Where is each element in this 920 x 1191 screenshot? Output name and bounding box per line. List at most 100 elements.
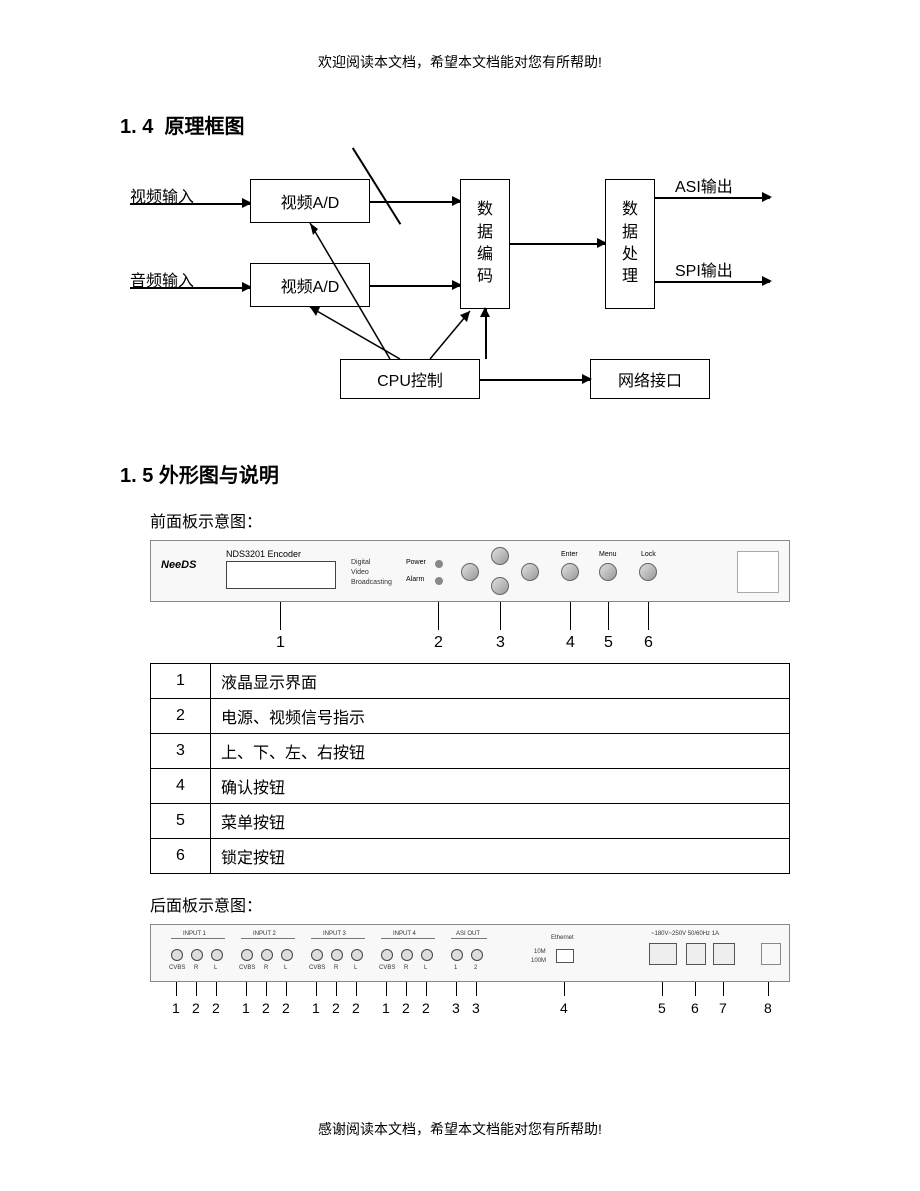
arrow-cpu-enc <box>480 307 490 317</box>
cell: 4 <box>151 769 211 804</box>
grp1 <box>171 938 225 939</box>
asi2: 2 <box>474 965 477 971</box>
box-net: 网络接口 <box>590 359 710 399</box>
section-1-5-title: 1. 5 外形图与说明 <box>120 459 820 488</box>
page-footer: 感谢阅读本文档，希望本文档能对您有所帮助! <box>0 1119 920 1139</box>
fuse <box>686 943 706 965</box>
box-ad1: 视频A/D <box>250 179 370 223</box>
bnc-asi2 <box>471 949 483 961</box>
fp-badge <box>737 551 779 593</box>
sec1-num: 1. 4 <box>120 116 153 138</box>
fp-model: NDS3201 Encoder <box>226 549 301 559</box>
fp-logo: NeeDS <box>161 559 196 571</box>
box-cpu: CPU控制 <box>340 359 480 399</box>
sec2-num: 1. 5 <box>120 465 153 487</box>
fp-dvb1: Digital <box>351 559 370 566</box>
fp-dvb2: Video <box>351 569 369 576</box>
fp-enter-lbl: Enter <box>561 551 578 558</box>
c4b: R <box>404 965 408 971</box>
bcl <box>286 982 287 996</box>
c2a: CVBS <box>239 965 255 971</box>
bco-13: 3 <box>472 1000 480 1016</box>
bnc-4a <box>381 949 393 961</box>
block-diagram: 视频输入 音频输入 视频A/D 视频A/D 数 据 编 码 数 据 处 理 AS… <box>130 159 790 419</box>
back-panel-diagram: INPUT 1 CVBSRL INPUT 2 CVBSRL INPUT 3 CV… <box>150 924 790 982</box>
label-asi-out: ASI输出 <box>675 173 733 197</box>
box-encoder: 数 据 编 码 <box>460 179 510 309</box>
bcl <box>768 982 769 996</box>
bnc-4b <box>401 949 413 961</box>
c2b: R <box>264 965 268 971</box>
fp-lcd <box>226 561 336 589</box>
front-callouts: 1 2 3 4 5 6 <box>150 602 790 657</box>
in3: INPUT 3 <box>323 931 346 937</box>
bnc-3b <box>331 949 343 961</box>
table-row: 2电源、视频信号指示 <box>151 699 790 734</box>
bcl <box>476 982 477 996</box>
c3c: L <box>354 965 357 971</box>
btn-right <box>521 563 539 581</box>
line-asi <box>655 197 770 199</box>
bcl <box>176 982 177 996</box>
bco-7: 2 <box>332 1000 340 1016</box>
bco-17: 7 <box>719 1000 727 1016</box>
bco-16: 6 <box>691 1000 699 1016</box>
bco-6: 1 <box>312 1000 320 1016</box>
e10: 10M <box>534 949 546 955</box>
bcl <box>386 982 387 996</box>
c1b: R <box>194 965 198 971</box>
cell: 6 <box>151 839 211 874</box>
bco-14: 4 <box>560 1000 568 1016</box>
bcl <box>695 982 696 996</box>
bnc-1b <box>191 949 203 961</box>
page-content: 1. 4 原理框图 视频输入 音频输入 视频A/D 视频A/D 数 据 编 码 … <box>120 110 820 1022</box>
co-4: 4 <box>566 634 575 652</box>
bnc-2c <box>281 949 293 961</box>
bcl <box>196 982 197 996</box>
fp-alarm-lbl: Alarm <box>406 576 424 583</box>
pwr-lbl: ~180V~250V 50/60Hz 1A <box>651 931 719 937</box>
fp-menu-lbl: Menu <box>599 551 617 558</box>
bcl <box>456 982 457 996</box>
bcl <box>216 982 217 996</box>
in4: INPUT 4 <box>393 931 416 937</box>
box-ad2: 视频A/D <box>250 263 370 307</box>
bcl <box>723 982 724 996</box>
bcl <box>316 982 317 996</box>
bco-11: 2 <box>422 1000 430 1016</box>
bnc-1a <box>171 949 183 961</box>
cell: 5 <box>151 804 211 839</box>
bnc-2b <box>261 949 273 961</box>
cell: 电源、视频信号指示 <box>211 699 790 734</box>
line-ad2-enc <box>370 285 460 287</box>
bco-5: 2 <box>282 1000 290 1016</box>
cell: 确认按钮 <box>211 769 790 804</box>
asi: ASI OUT <box>456 931 480 937</box>
table-row: 6锁定按钮 <box>151 839 790 874</box>
fp-dvb3: Broadcasting <box>351 579 392 586</box>
arrow-cpu-net <box>582 374 592 384</box>
c4a: CVBS <box>379 965 395 971</box>
bcl <box>336 982 337 996</box>
c2c: L <box>284 965 287 971</box>
bco-0: 1 <box>172 1000 180 1016</box>
c1c: L <box>214 965 217 971</box>
table-row: 5菜单按钮 <box>151 804 790 839</box>
bcl <box>246 982 247 996</box>
led-power <box>435 560 443 568</box>
line-spi <box>655 281 770 283</box>
arrow-spi <box>762 276 772 286</box>
led-alarm <box>435 577 443 585</box>
cl-4 <box>570 602 571 630</box>
bco-1: 2 <box>192 1000 200 1016</box>
sec1-title: 原理框图 <box>164 116 244 138</box>
bnc-2a <box>241 949 253 961</box>
bcl <box>356 982 357 996</box>
eth: Ethernet <box>551 935 574 941</box>
line-ad1-enc <box>370 201 460 203</box>
fp-power-lbl: Power <box>406 559 426 566</box>
box-processor: 数 据 处 理 <box>605 179 655 309</box>
btn-menu <box>599 563 617 581</box>
e100: 100M <box>531 958 546 964</box>
cell: 锁定按钮 <box>211 839 790 874</box>
